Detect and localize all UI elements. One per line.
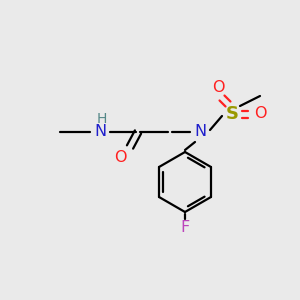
Text: F: F	[180, 220, 190, 235]
Text: N: N	[94, 124, 106, 140]
Text: O: O	[114, 149, 126, 164]
Text: H: H	[97, 112, 107, 126]
Text: O: O	[254, 106, 266, 122]
Text: N: N	[194, 124, 206, 140]
Text: O: O	[212, 80, 224, 95]
Text: S: S	[226, 105, 238, 123]
